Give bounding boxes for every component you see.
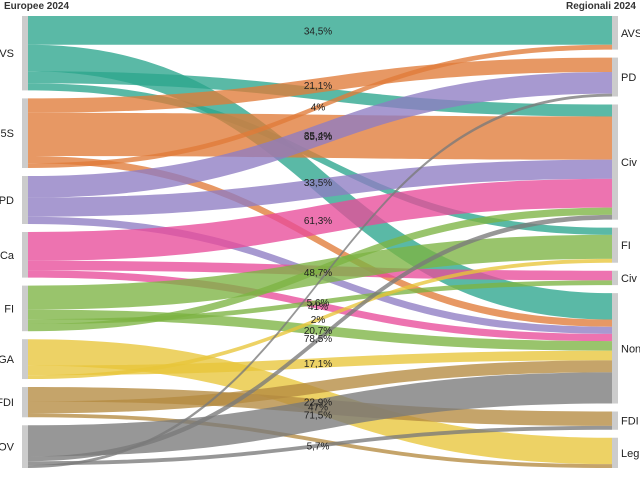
flow-label-18: 22,9% [304, 398, 332, 409]
target-label-7: Leg [621, 448, 639, 460]
flow-27 [28, 93, 612, 468]
flow-3 [28, 83, 612, 235]
source-node-1 [22, 98, 28, 168]
flow-25 [28, 214, 612, 462]
flow-7 [28, 44, 612, 168]
source-node-0 [22, 16, 28, 91]
flow-6 [28, 156, 612, 327]
flow-20 [28, 258, 612, 380]
flow-9 [28, 159, 612, 217]
flow-label-0: 34,5% [304, 26, 332, 37]
target-node-3 [612, 227, 618, 263]
flow-label-19: 17,1% [304, 359, 332, 370]
flow-label-16: 5,6% [307, 298, 330, 309]
flow-8 [28, 72, 612, 198]
target-label-4: Civ [621, 273, 637, 285]
source-node-3 [22, 232, 28, 278]
left-column-title: Europee 2024 [4, 1, 70, 12]
target-node-6 [612, 411, 618, 430]
flow-label-7: 4% [311, 102, 326, 113]
flow-17 [28, 207, 612, 332]
flow-label-1: 33,5% [304, 178, 332, 189]
source-node-6 [22, 387, 28, 418]
flow-label-15: 20,7% [304, 326, 332, 337]
flow-label-24: 71,5% [304, 410, 332, 421]
flow-label-25: 78,5% [304, 334, 332, 345]
flow-26 [28, 425, 612, 466]
source-label-0: AVS [0, 48, 14, 60]
flow-19 [28, 350, 612, 376]
flow-22 [28, 360, 612, 414]
source-label-5: LEGA [0, 354, 15, 366]
target-node-5 [612, 293, 618, 404]
flow-label-26: 5,7% [307, 442, 330, 453]
flow-label-5: 65,2% [304, 132, 332, 143]
target-label-5: Non [621, 343, 640, 355]
target-node-0 [612, 16, 618, 50]
target-label-6: FDI [621, 416, 639, 428]
source-label-6: FDI [0, 397, 14, 409]
flow-4 [28, 57, 612, 113]
flow-label-14: 48,7% [304, 268, 332, 279]
source-node-2 [22, 176, 28, 224]
flow-label-8: 35,4% [304, 131, 332, 142]
source-label-4: FI [4, 303, 14, 315]
flow-11 [28, 178, 612, 261]
target-label-2: Civ [621, 157, 637, 169]
flow-2 [28, 71, 612, 117]
target-node-1 [612, 57, 618, 97]
source-node-4 [22, 285, 28, 332]
target-label-0: AVS [621, 28, 640, 40]
flow-13 [28, 270, 612, 342]
source-node-5 [22, 339, 28, 380]
flow-label-20: 2% [311, 315, 326, 326]
source-node-7 [22, 425, 28, 468]
source-label-1: M5S [0, 128, 14, 140]
source-label-7: NOV [0, 442, 15, 454]
source-label-3: Ca [0, 250, 15, 262]
right-column-title: Regionali 2024 [565, 1, 636, 12]
flow-23 [28, 413, 612, 468]
target-node-7 [612, 437, 618, 468]
flows [28, 16, 612, 468]
target-label-3: FI [621, 240, 631, 252]
source-label-2: PD [0, 195, 14, 207]
target-node-4 [612, 270, 618, 286]
target-node-2 [612, 104, 618, 220]
flow-16 [28, 280, 612, 324]
flow-label-13: 41% [308, 302, 328, 313]
flow-labels: 34,5% 33,5% 21,1% 65,2% 4% 35,4% 61,3% 41% 48,7%… [304, 26, 332, 452]
flow-label-21: 47% [308, 402, 328, 413]
target-label-1: PD [621, 72, 636, 84]
flow-label-11: 61,3% [304, 216, 332, 227]
flow-label-4: 21,1% [304, 81, 332, 92]
flow-0 [28, 16, 612, 45]
